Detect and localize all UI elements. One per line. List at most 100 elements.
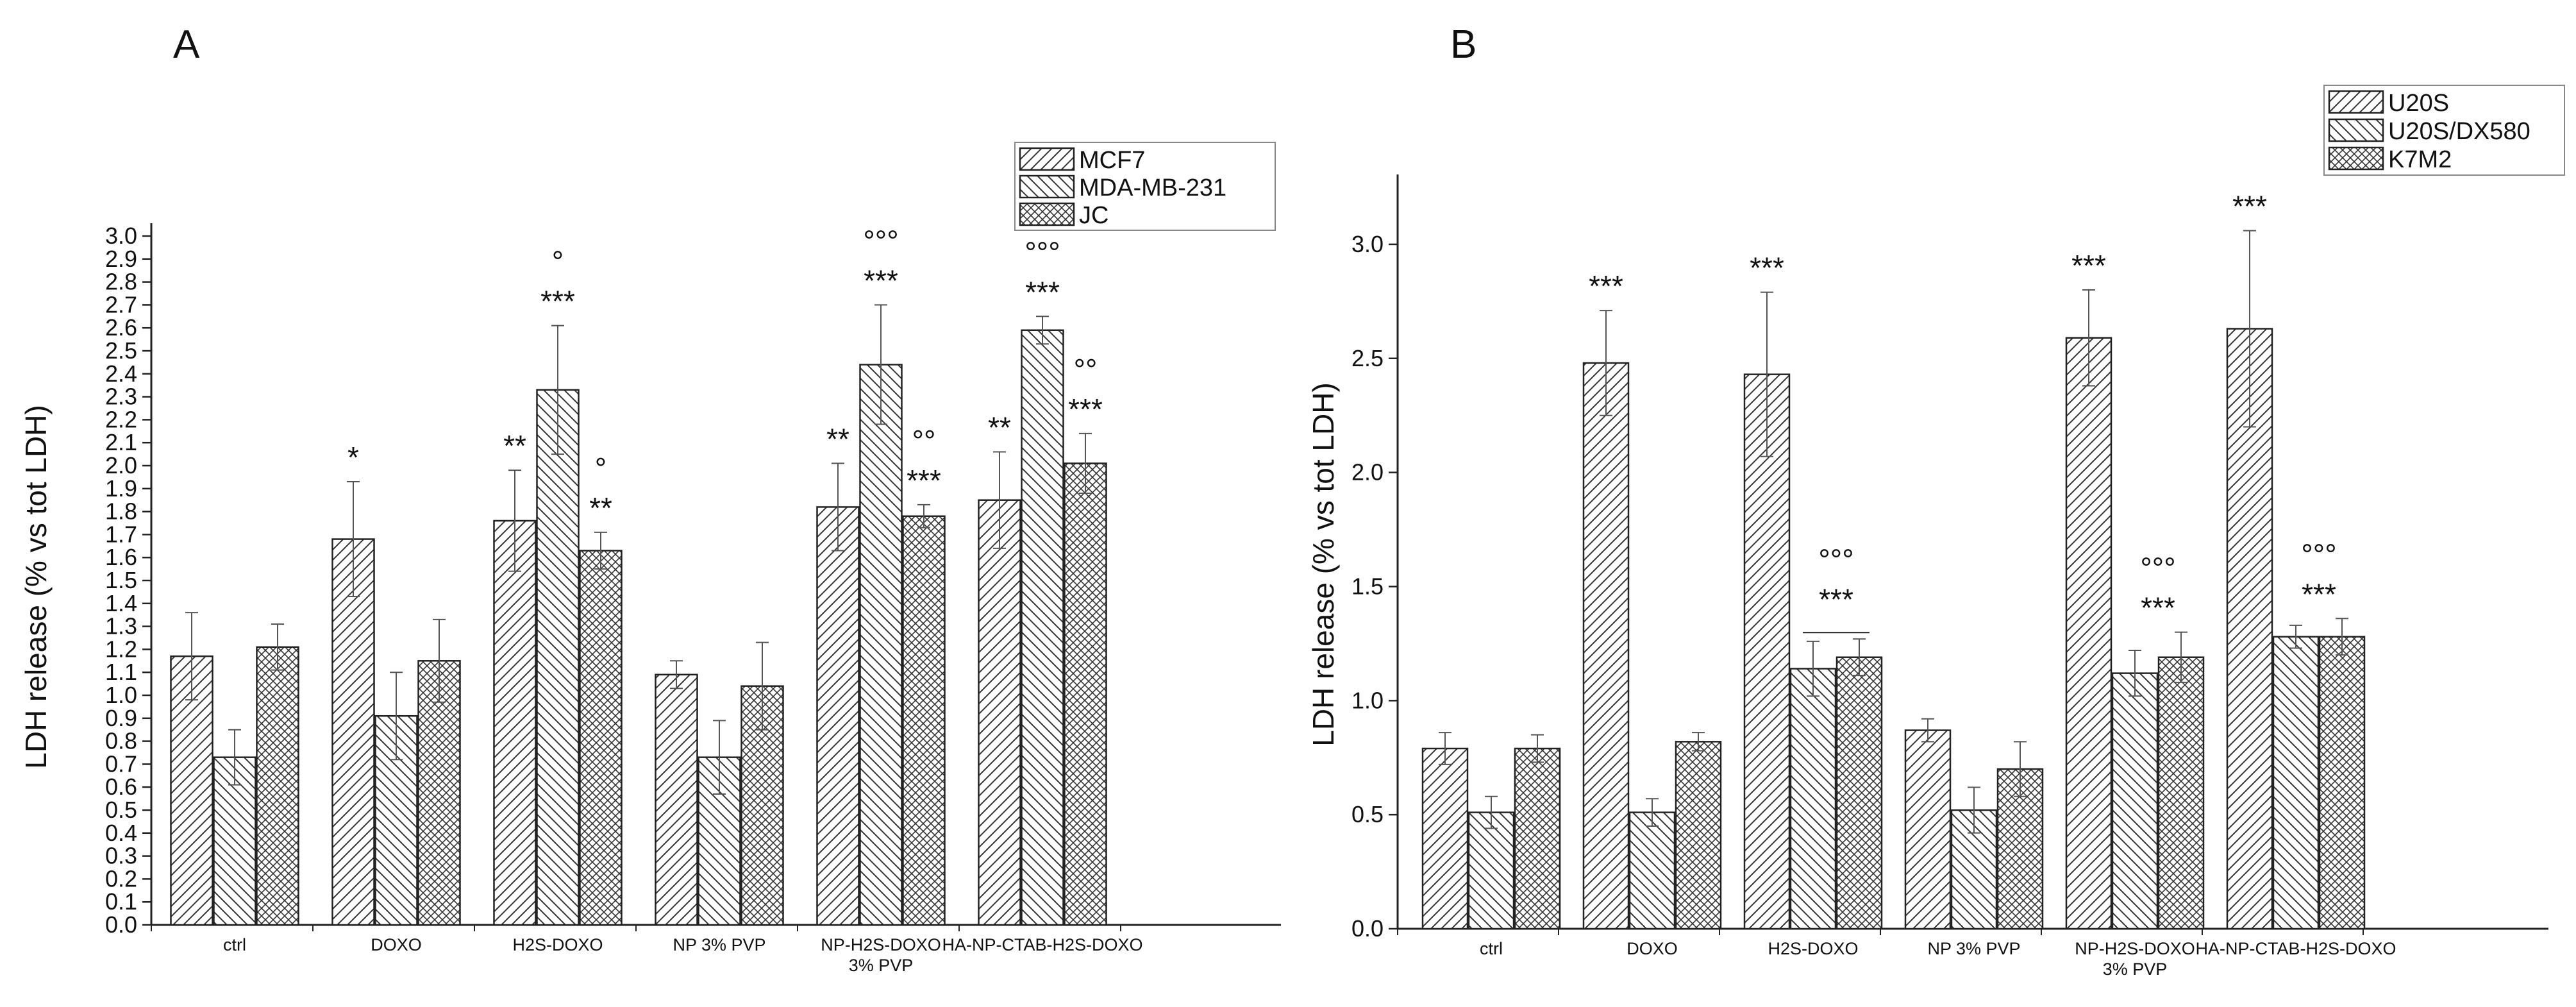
panel-b: B LDH release (% vs tot LDH) 0.0 0.5 1.0 1.… [1307,22,2565,979]
bar-K7M2-5 [2318,636,2366,930]
significance-mark: ** [503,429,526,462]
bar-MCF7-3 [655,673,698,926]
significance-mark: * [347,441,359,474]
bar-MCF7-2 [493,520,537,926]
bar-MDA-MB-231-2 [536,389,580,926]
y-tick-label: 1.0 [105,682,137,708]
y-tick-label: 0.4 [105,820,137,846]
bar-U20S/DX580-1 [1628,811,1676,930]
bar-MDA-MB-231-5 [1021,329,1064,926]
bar-JC-2 [579,550,623,926]
legend-swatch-U20S [2328,90,2384,114]
significance-mark: *** [1819,582,1853,616]
x-tick-label: DOXO [371,935,422,954]
bar-U20S/DX580-5 [2272,636,2320,930]
significance-mark: *** [2071,249,2106,282]
significance-mark: °°° [2301,537,2336,571]
bar-MCF7-0 [170,655,213,926]
y-tick-label: 2.8 [105,269,137,295]
bar-JC-5 [1064,462,1107,926]
y-tick-label: 0.5 [105,797,137,823]
y-tick-label: 2.1 [105,429,137,455]
x-tick-label: 3% PVP [849,956,914,975]
bar-U20S/DX580-4 [2111,672,2159,930]
y-tick-label: 2.0 [105,452,137,478]
y-tick-label: 2.6 [105,314,137,341]
significance-mark: °°° [1818,543,1853,576]
bar-MCF7-5 [978,499,1021,926]
significance-mark: *** [540,285,575,318]
significance-mark: °° [1074,353,1098,386]
bar-MDA-MB-231-4 [859,364,903,926]
x-tick-label: NP-H2S-DOXO [2075,939,2195,958]
y-tick-label: 2.0 [1351,459,1384,486]
significance-mark: *** [2232,190,2267,223]
legend-swatch-MCF7 [1019,147,1075,171]
significance-mark: ** [988,411,1011,444]
y-tick-label: 1.6 [105,544,137,570]
bar-U20S-1 [1582,362,1630,930]
significance-mark: °°° [863,224,898,257]
x-tick-label: NP-H2S-DOXO [821,935,941,954]
y-tick-label: 3.0 [1351,231,1384,257]
y-tick-label: 3.0 [105,223,137,249]
y-tick-label: 1.5 [105,567,137,593]
bar-K7M2-1 [1675,741,1722,930]
x-tick-label: DOXO [1627,939,1678,958]
significance-mark: *** [2141,591,2175,625]
y-tick-label: 1.5 [1351,573,1384,599]
y-tick-label: 0.6 [105,774,137,800]
bar-K7M2-2 [1836,656,1883,930]
panel-b-letter: B [1450,22,1476,67]
bar-U20S-3 [1904,729,1952,930]
bar-JC-0 [256,646,299,926]
significance-mark: °° [912,424,936,457]
bar-K7M2-0 [1514,747,1561,930]
x-tick-label: HA-NP-CTAB-H2S-DOXO [2195,939,2396,958]
legend-label-U20S/DX580: U20S/DX580 [2388,118,2530,145]
y-tick-label: 0.1 [105,888,137,915]
y-tick-label: 1.7 [105,521,137,547]
x-tick-label: 3% PVP [2103,960,2168,979]
legend-label-MDA-MB-231: MDA-MB-231 [1079,174,1226,201]
panel-a-bars [170,304,1107,926]
y-tick-label: 0.5 [1351,801,1384,827]
legend-label-MCF7: MCF7 [1079,147,1145,174]
bar-MCF7-4 [816,506,860,926]
legend-swatch-U20S/DX580 [2328,118,2384,142]
significance-mark: ** [826,422,849,455]
y-tick-label: 0.7 [105,750,137,777]
y-tick-label: 2.4 [105,360,137,387]
y-tick-label: 0.3 [105,843,137,869]
y-tick-label: 2.2 [105,406,137,432]
significance-mark: *** [2302,577,2336,611]
y-tick-label: 0.0 [105,911,137,938]
y-tick-label: 0.2 [105,865,137,892]
significance-mark: ** [589,491,612,525]
significance-mark: *** [1068,393,1103,426]
y-tick-label: 2.9 [105,246,137,272]
significance-mark: *** [1750,251,1784,285]
y-tick-label: 0.9 [105,705,137,731]
panel-b-axes: 0.0 0.5 1.0 1.5 2.0 2.5 3.0 ctrl DOXO H2S-DOXO NP … [1351,174,2548,979]
y-tick-label: 1.3 [105,613,137,639]
panel-a-annotations: * **°***°****°°°***°°*****°°°***°°*** [347,224,1103,524]
y-tick-label: 1.4 [105,590,137,616]
bar-K7M2-4 [2157,656,2205,930]
panel-a-y-axis-title: LDH release (% vs tot LDH) [19,405,53,769]
legend-swatch-JC [1019,202,1075,226]
bar-JC-4 [902,515,946,926]
x-tick-label: H2S-DOXO [1768,939,1858,958]
significance-mark: °°° [1025,235,1060,269]
panel-a: A LDH release (% vs tot LDH) 0.00.10.20.… [19,22,1281,975]
legend-swatch-K7M2 [2328,146,2384,171]
bar-U20S/DX580-2 [1789,668,1837,930]
y-tick-label: 1.0 [1351,687,1384,713]
significance-mark: *** [907,464,941,497]
y-tick-label: 1.9 [105,475,137,502]
y-tick-label: 0.0 [1351,915,1384,942]
bar-U20S-4 [2065,337,2112,930]
bar-U20S/DX580-0 [1468,811,1515,930]
